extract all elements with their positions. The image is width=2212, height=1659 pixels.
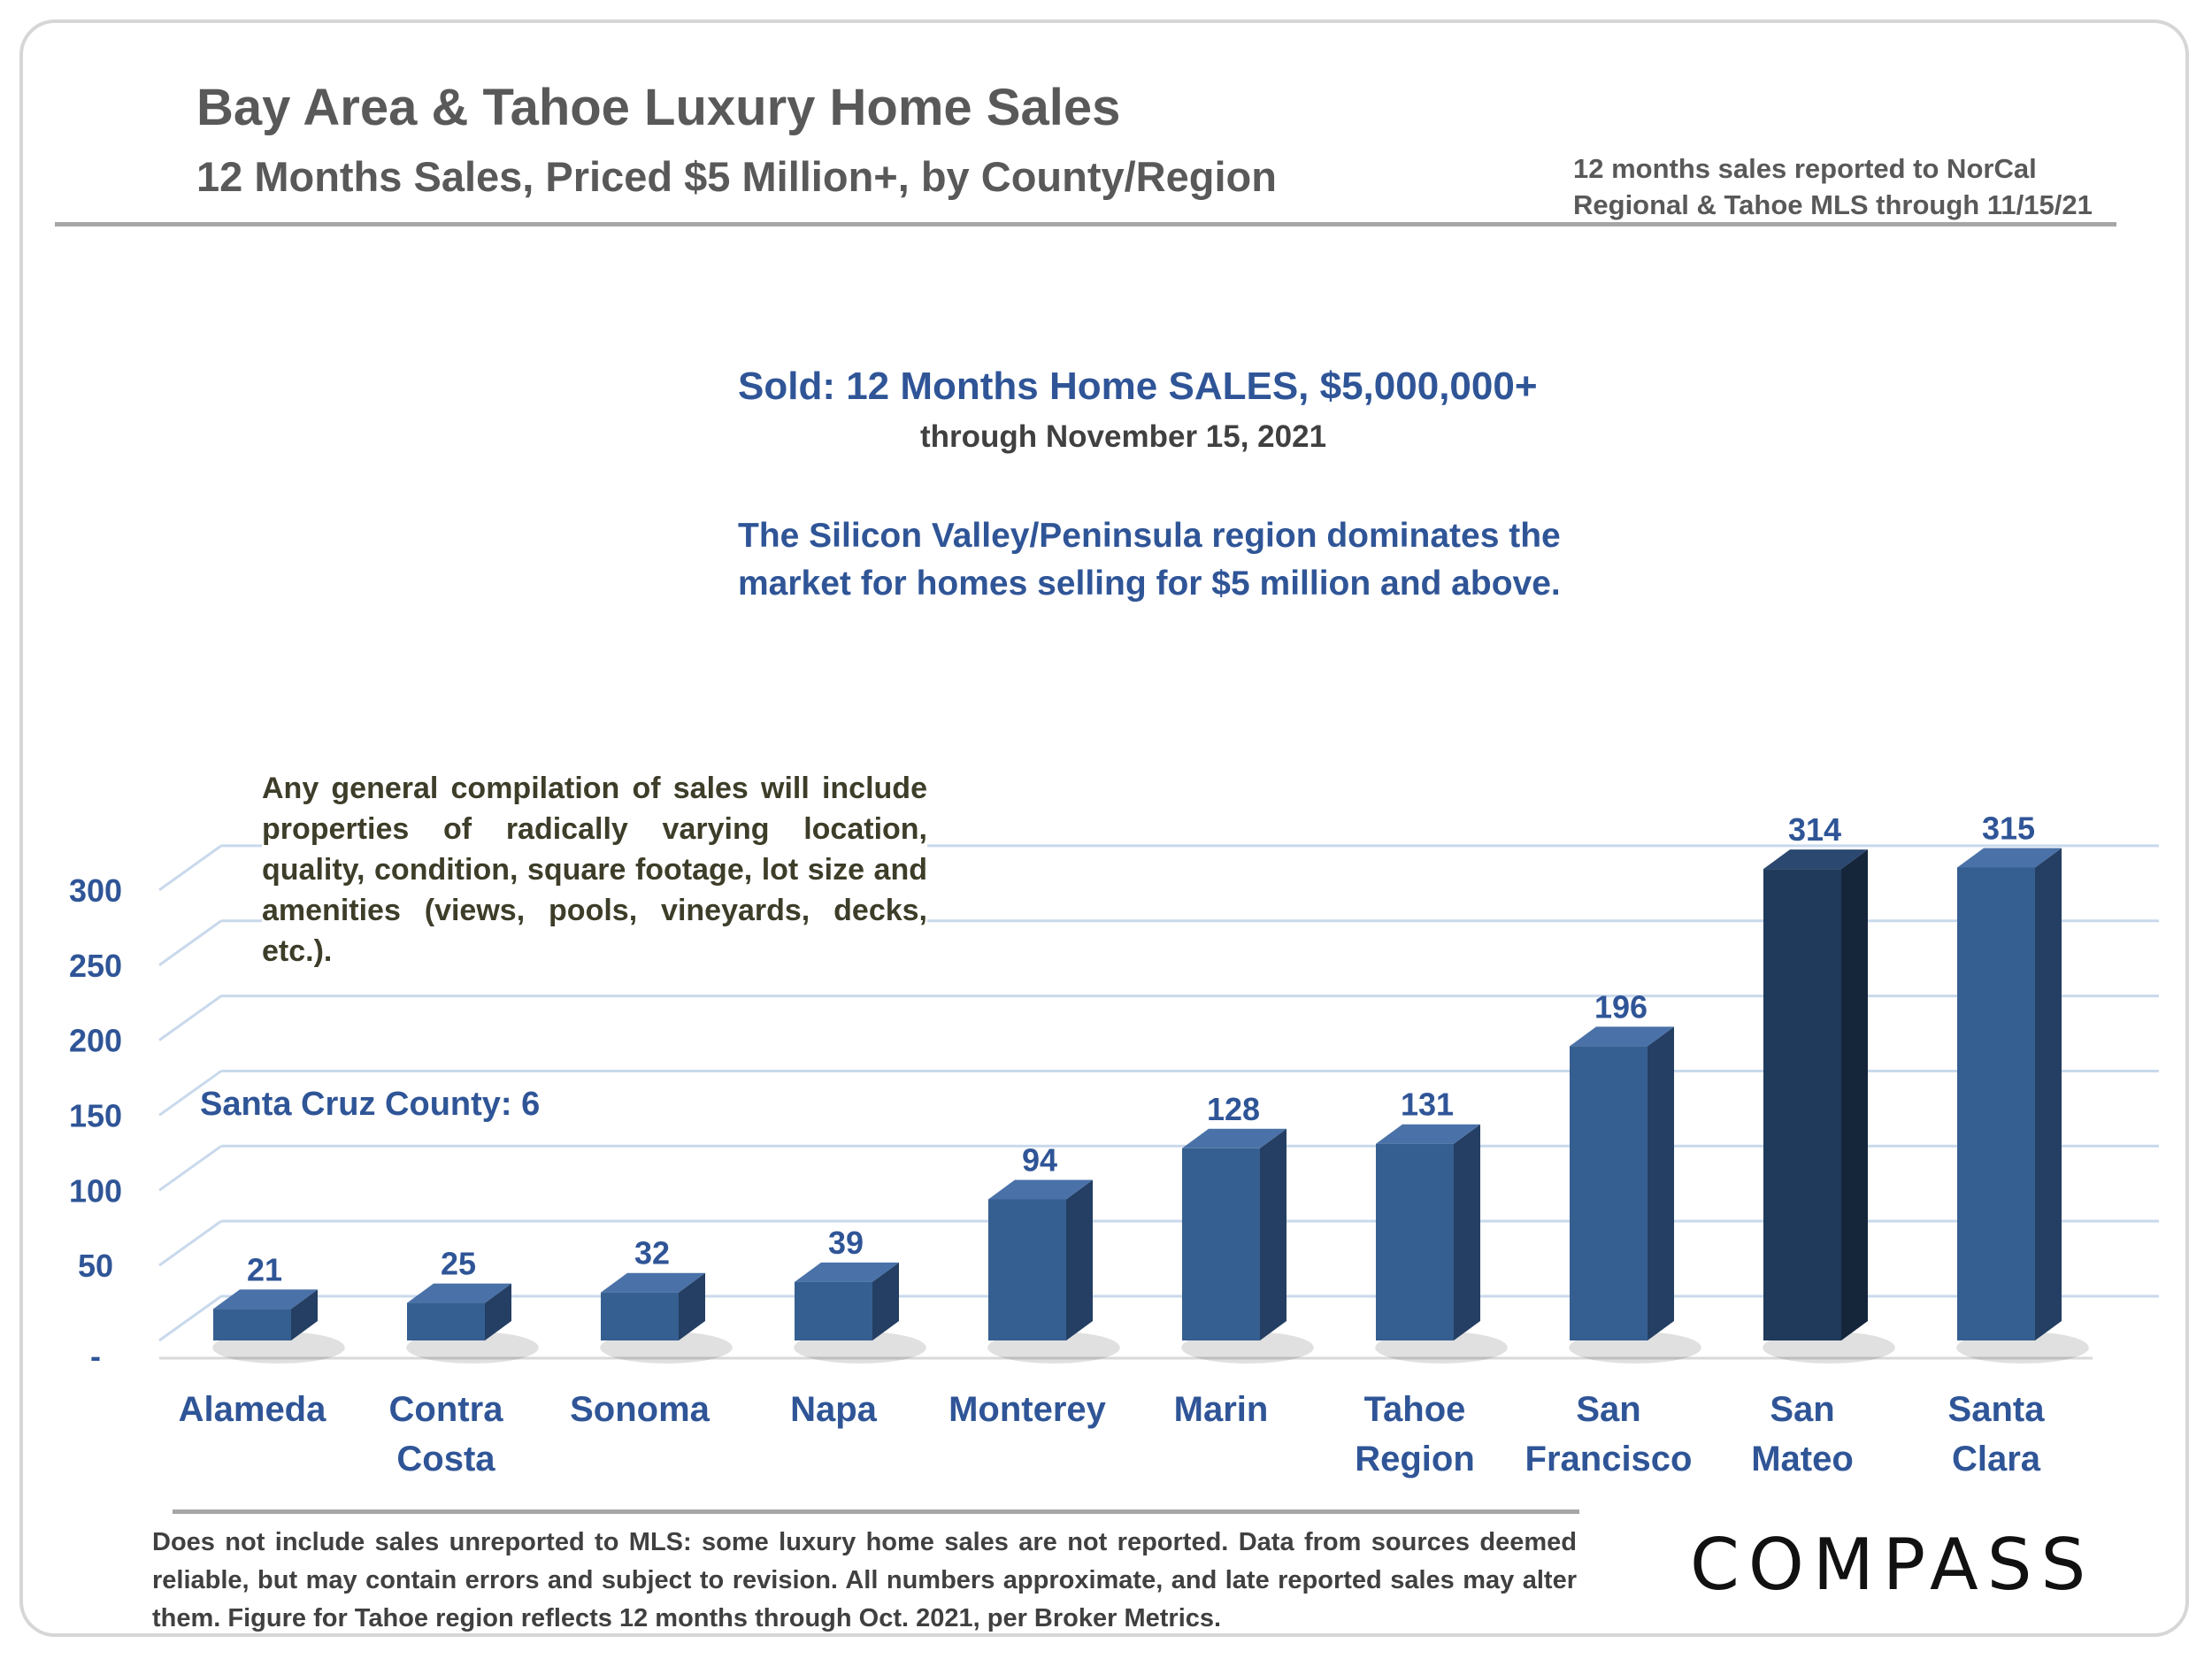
y-tick-label: 100 (69, 1172, 122, 1209)
bar-top (601, 1272, 705, 1293)
x-tick-label: Clara (1952, 1440, 2041, 1479)
x-tick-label: Costa (396, 1440, 495, 1479)
annotation-dominates: The Silicon Valley/Peninsula region domi… (727, 509, 1616, 611)
bar (213, 1309, 291, 1340)
y-tick-label: 300 (69, 872, 122, 909)
bar-side (291, 1289, 318, 1340)
bar-top (1570, 1026, 1674, 1047)
bar-value-label: 94 (1022, 1141, 1057, 1178)
x-tick-label: Napa (790, 1390, 878, 1429)
compass-logo: COMPASS (1690, 1524, 2095, 1606)
gridline-side (158, 1145, 222, 1192)
x-tick-label: Alameda (179, 1390, 326, 1429)
bar (407, 1302, 485, 1340)
bar-side (1647, 1026, 1674, 1340)
footer-divider (173, 1509, 1579, 1514)
bar-value-label: 25 (441, 1246, 476, 1282)
bar-top (988, 1179, 1093, 1200)
bar-side (1066, 1179, 1093, 1340)
bar-side (1841, 849, 1868, 1340)
y-tick-label: - (90, 1338, 101, 1374)
gridline-side (158, 1070, 222, 1117)
x-tick-label: Francisco (1525, 1440, 1693, 1479)
bar (1376, 1143, 1454, 1340)
footnote: Does not include sales unreported to MLS… (152, 1528, 1577, 1632)
bar (795, 1281, 872, 1340)
bar (1957, 867, 2035, 1340)
x-tick-label: Marin (1174, 1390, 1269, 1429)
page-title: Bay Area & Tahoe Luxury Home Sales (196, 79, 1121, 136)
bar-value-label: 128 (1207, 1091, 1260, 1127)
bar-side (679, 1272, 705, 1340)
annotation-date: through November 15, 2021 (920, 419, 1327, 454)
x-tick-label: Region (1355, 1440, 1475, 1479)
bar-top (795, 1262, 899, 1282)
bar-top (1182, 1128, 1286, 1148)
x-tick-label: Monterey (949, 1390, 1107, 1429)
y-tick-label: 200 (69, 1023, 122, 1059)
bar-top (1763, 849, 1868, 870)
gridline-side (158, 1219, 222, 1267)
bar-side (485, 1283, 511, 1340)
bar (1570, 1046, 1647, 1340)
y-tick-label: 150 (69, 1097, 122, 1133)
x-tick-label: Contra (389, 1390, 504, 1429)
bar-value-label: 39 (828, 1225, 864, 1261)
bar-value-label: 315 (1982, 810, 2035, 846)
y-tick-label: 50 (78, 1248, 113, 1284)
bar-value-label: 314 (1788, 811, 1841, 848)
bar-side (1454, 1124, 1480, 1340)
annotation-disclaimer: Any general compilation of sales will in… (262, 768, 927, 972)
x-tick-label: Sonoma (570, 1390, 710, 1429)
x-tick-label: Tahoe (1364, 1390, 1466, 1429)
source-note: 12 months sales reported to NorCal Regio… (1573, 153, 2093, 220)
annotation-heading: Sold: 12 Months Home SALES, $5,000,000+ (727, 365, 1548, 409)
gridline-side (158, 919, 222, 966)
x-tick-label: San (1770, 1390, 1834, 1429)
gridline-side (158, 995, 222, 1041)
floor-side (158, 1294, 222, 1342)
bar-top (1376, 1124, 1480, 1144)
x-tick-label: Santa (1948, 1390, 2046, 1429)
bar-top (407, 1283, 511, 1303)
bar (1763, 869, 1841, 1340)
bar-side (2035, 848, 2062, 1340)
bar-value-label: 196 (1594, 988, 1647, 1025)
bar-side (872, 1262, 899, 1340)
x-tick-label: Mateo (1751, 1440, 1854, 1479)
bar (601, 1292, 679, 1340)
bar-value-label: 131 (1401, 1087, 1454, 1123)
header-divider (55, 222, 2116, 227)
gridline-side (158, 844, 222, 892)
page-subtitle: 12 Months Sales, Priced $5 Million+, by … (196, 153, 1277, 200)
annotation-santa-cruz: Santa Cruz County: 6 (200, 1086, 541, 1123)
bar-value-label: 21 (247, 1251, 282, 1287)
x-tick-label: San (1576, 1390, 1640, 1429)
bar (1182, 1148, 1260, 1340)
bar (988, 1199, 1066, 1340)
bar-top (1957, 848, 2062, 868)
y-tick-label: 250 (69, 948, 122, 984)
bar-top (213, 1289, 318, 1310)
bar-value-label: 32 (634, 1235, 670, 1271)
bar-side (1260, 1128, 1286, 1340)
